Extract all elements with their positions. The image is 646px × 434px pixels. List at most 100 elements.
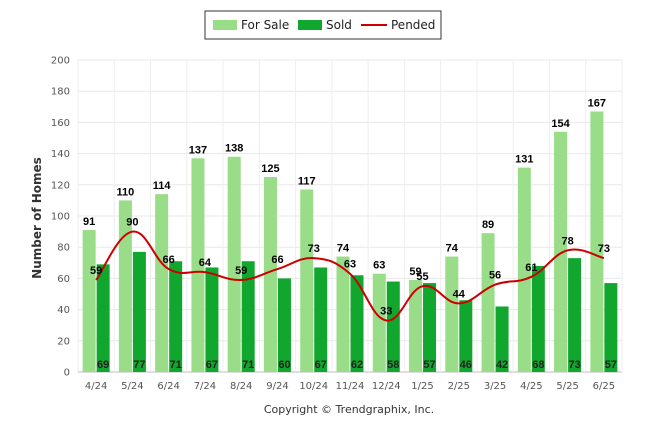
bar-for-sale [191, 158, 205, 372]
bar-sold [169, 261, 183, 372]
data-label-pended: 59 [90, 265, 102, 277]
y-axis-label: Number of Homes [30, 157, 44, 279]
data-label-sold: 57 [605, 359, 617, 371]
data-label-pended: 64 [199, 257, 212, 269]
bar-for-sale [372, 273, 386, 372]
data-labels: 91 69 110 77 114 71 137 67 138 71 125 60 117 67 74 62 63… [83, 97, 617, 371]
legend: For Sale Sold Pended [204, 10, 442, 40]
data-label-sold: 60 [278, 359, 290, 371]
bar-sold [241, 261, 255, 372]
data-label-pended: 61 [525, 262, 537, 274]
data-label-sold: 68 [532, 359, 544, 371]
y-tick-label: 200 [51, 56, 70, 67]
legend-box [204, 10, 442, 40]
copyright-footer: Copyright © Trendgraphix, Inc. [264, 403, 434, 416]
bar-for-sale [263, 177, 277, 372]
data-label-sold: 71 [242, 359, 254, 371]
bar-sold [205, 267, 219, 372]
data-label-pended: 66 [163, 254, 175, 266]
y-tick-label: 20 [57, 336, 70, 347]
data-label-sold: 42 [496, 359, 508, 371]
x-tick-label: 3/25 [484, 381, 506, 392]
data-label-pended: 73 [598, 243, 610, 255]
legend-label-sold: Sold [326, 18, 352, 32]
bar-for-sale [336, 256, 350, 372]
x-tick-label: 4/25 [520, 381, 542, 392]
bar-for-sale [300, 189, 314, 372]
legend-label-pended: Pended [391, 18, 435, 32]
data-label-pended: 78 [561, 235, 573, 247]
bar-sold [531, 265, 545, 372]
bar-sold [568, 258, 582, 372]
x-tick-label: 11/24 [336, 381, 365, 392]
data-label-sold: 71 [170, 359, 182, 371]
data-label-pended: 44 [453, 288, 466, 300]
bar-sold [604, 283, 618, 372]
bar-sold [386, 281, 400, 372]
x-tick-label: 6/25 [593, 381, 615, 392]
y-tick-label: 100 [51, 212, 70, 223]
bar-for-sale [481, 233, 495, 372]
data-label-sold: 58 [387, 359, 399, 371]
data-label-sold: 57 [423, 359, 435, 371]
data-label-for-sale: 131 [515, 154, 533, 166]
data-label-for-sale: 110 [117, 186, 135, 198]
bar-sold [96, 264, 110, 372]
pended-line [95, 230, 605, 322]
x-tick-label: 5/24 [121, 381, 143, 392]
bar-for-sale [445, 256, 459, 372]
x-tick-label: 10/24 [299, 381, 328, 392]
bar-for-sale [82, 230, 96, 372]
pended-line-group [95, 230, 605, 322]
x-tick-label: 9/24 [266, 381, 288, 392]
data-label-sold: 46 [460, 359, 472, 371]
data-label-for-sale: 138 [225, 143, 243, 155]
x-tick-label: 8/24 [230, 381, 252, 392]
data-label-pended: 66 [271, 254, 283, 266]
bar-sold [277, 278, 291, 372]
bar-for-sale [409, 279, 423, 372]
data-label-for-sale: 74 [337, 243, 350, 255]
x-tick-label: 2/25 [448, 381, 470, 392]
legend-label-for-sale: For Sale [241, 18, 289, 32]
data-label-sold: 77 [133, 359, 145, 371]
bar-for-sale [590, 111, 604, 372]
data-label-pended: 73 [308, 243, 320, 255]
data-label-sold: 67 [206, 359, 218, 371]
data-label-for-sale: 74 [446, 243, 459, 255]
bar-sold [132, 251, 146, 372]
data-label-for-sale: 59 [409, 266, 421, 278]
data-label-for-sale: 154 [551, 118, 570, 130]
data-label-pended: 55 [416, 271, 428, 283]
y-tick-label: 80 [57, 243, 70, 254]
data-label-pended: 90 [126, 217, 138, 229]
data-label-pended: 59 [235, 265, 247, 277]
x-tick-label: 4/24 [85, 381, 107, 392]
bar-sold [459, 300, 473, 372]
bars [82, 111, 618, 372]
data-label-pended: 56 [489, 270, 501, 282]
data-label-sold: 62 [351, 359, 363, 371]
bar-sold [314, 267, 328, 372]
bar-for-sale [118, 200, 132, 372]
legend-swatch-for-sale [213, 20, 237, 30]
bar-sold [495, 306, 509, 372]
x-tick-label: 6/24 [157, 381, 179, 392]
data-label-for-sale: 63 [373, 260, 385, 272]
data-label-for-sale: 114 [153, 180, 172, 192]
data-label-for-sale: 91 [83, 216, 95, 228]
axis-ticks: 0 20 40 60 80 100 120 140 160 180 200 4/24 5/24 6/24 7… [51, 56, 615, 393]
x-tick-label: 12/24 [372, 381, 401, 392]
data-label-for-sale: 89 [482, 219, 494, 231]
bar-for-sale [517, 167, 531, 372]
bar-sold [423, 283, 437, 372]
x-tick-label: 5/25 [556, 381, 578, 392]
grid [77, 59, 623, 373]
data-label-for-sale: 167 [588, 97, 606, 109]
data-label-sold: 69 [97, 359, 109, 371]
legend-swatch-sold [298, 20, 322, 30]
y-tick-label: 160 [51, 118, 70, 129]
data-label-pended: 33 [380, 306, 392, 318]
bar-for-sale [554, 131, 568, 372]
data-label-sold: 73 [568, 359, 580, 371]
